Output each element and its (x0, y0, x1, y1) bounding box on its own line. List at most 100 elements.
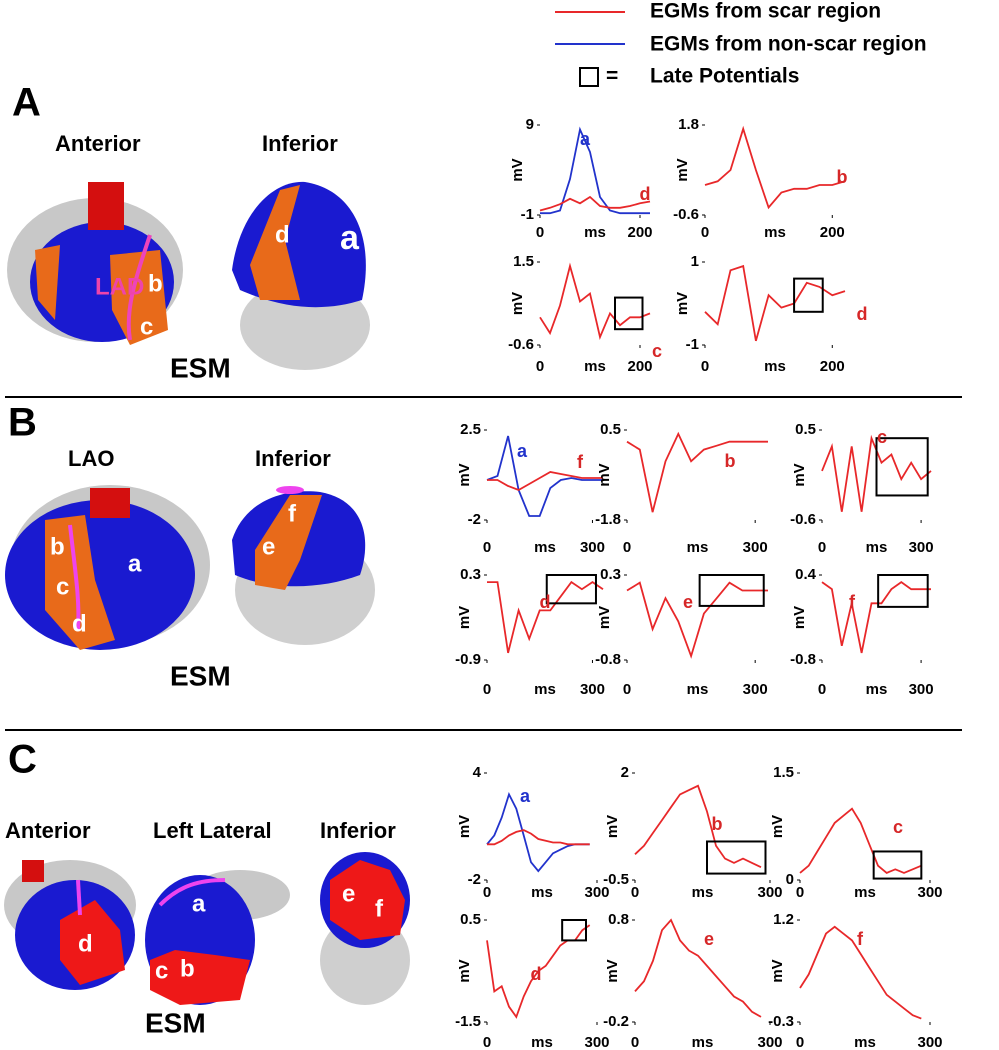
x-axis-label: ms (854, 1034, 876, 1050)
x-tick-label: 0 (536, 224, 544, 241)
y-tick-label: 0.5 (460, 911, 481, 928)
y-axis-label: mV (604, 815, 621, 838)
egm-trace (487, 580, 604, 654)
x-axis-label: ms (692, 884, 714, 901)
y-tick-label: -1 (521, 206, 534, 223)
trace-letter: d (640, 184, 651, 204)
x-tick-label: 0 (631, 884, 639, 901)
y-tick-label: -0.2 (603, 1013, 629, 1030)
map-label: f (375, 895, 384, 922)
y-tick-label: -1 (686, 336, 699, 353)
heart-map (5, 485, 375, 650)
y-tick-label: 0.8 (608, 911, 629, 928)
egm-trace (626, 581, 768, 659)
trace-letter: a (517, 441, 528, 461)
map-label: d (275, 221, 290, 248)
y-axis-label: mV (596, 463, 613, 486)
x-axis-label: ms (866, 539, 888, 556)
trace-letter: a (580, 129, 591, 149)
caption: ESM (170, 352, 231, 383)
y-axis-label: mV (596, 606, 613, 629)
map-label: d (78, 930, 93, 957)
view-label: Anterior (55, 131, 141, 156)
y-tick-label: -0.6 (673, 206, 699, 223)
egm-trace (704, 125, 846, 210)
y-tick-label: 0.5 (795, 421, 816, 438)
x-tick-label: 0 (818, 539, 826, 556)
x-axis-label: ms (534, 539, 556, 556)
x-tick-label: 300 (757, 1034, 782, 1050)
x-tick-label: 0 (623, 539, 631, 556)
x-tick-label: 300 (580, 539, 605, 556)
x-tick-label: 0 (483, 539, 491, 556)
x-axis-label: ms (764, 358, 786, 375)
x-tick-label: 200 (820, 224, 845, 241)
egm-trace (821, 580, 931, 654)
y-axis-label: mV (791, 463, 808, 486)
y-tick-label: 1.8 (678, 116, 699, 133)
y-tick-label: 2.5 (460, 421, 481, 438)
y-axis-label: mV (791, 606, 808, 629)
y-tick-label: -0.5 (603, 871, 629, 888)
view-label: Anterior (5, 818, 91, 843)
trace-letter: d (531, 964, 542, 984)
map-label: LAD (95, 273, 144, 300)
late-potential-box (872, 850, 923, 880)
x-tick-label: 300 (917, 1034, 942, 1050)
caption: ESM (145, 1007, 206, 1038)
x-axis-label: ms (854, 884, 876, 901)
y-tick-label: -0.8 (790, 651, 816, 668)
y-tick-label: -1.8 (595, 511, 621, 528)
late-potential-box (706, 840, 767, 875)
x-axis-label: ms (531, 884, 553, 901)
x-axis-label: ms (866, 681, 888, 698)
x-tick-label: 200 (820, 358, 845, 375)
y-axis-label: mV (604, 959, 621, 982)
trace-letter: c (893, 817, 903, 837)
map-label: b (50, 533, 65, 560)
map-label: f (288, 500, 297, 527)
map-label: d (72, 610, 87, 637)
y-tick-label: 0.4 (795, 566, 817, 583)
trace-letter: e (683, 592, 693, 612)
late-potential-box (614, 296, 644, 331)
egm-trace (539, 195, 651, 212)
x-axis-label: ms (534, 681, 556, 698)
egm-trace (487, 829, 590, 846)
view-label: LAO (68, 446, 114, 471)
x-tick-label: 0 (483, 1034, 491, 1050)
x-tick-label: 300 (909, 681, 934, 698)
y-tick-label: -0.8 (595, 651, 621, 668)
map-label: c (140, 313, 153, 340)
x-tick-label: 300 (917, 884, 942, 901)
map-label: c (155, 957, 168, 984)
trace-letter: d (857, 304, 868, 324)
map-label: e (342, 880, 355, 907)
y-tick-label: 1.2 (773, 911, 794, 928)
trace-letter: f (849, 592, 856, 612)
y-tick-label: 0.5 (600, 421, 621, 438)
x-tick-label: 200 (627, 358, 652, 375)
x-axis-label: ms (687, 681, 709, 698)
x-axis-label: ms (764, 224, 786, 241)
trace-letter: f (857, 929, 864, 949)
y-tick-label: 1.5 (513, 253, 534, 270)
map-label: a (340, 219, 360, 257)
x-tick-label: 300 (743, 539, 768, 556)
late-potential-box (875, 437, 929, 497)
x-tick-label: 0 (623, 681, 631, 698)
map-label: c (56, 573, 69, 600)
y-tick-label: 0 (786, 871, 794, 888)
x-tick-label: 0 (536, 358, 544, 375)
view-label: Left Lateral (153, 818, 272, 843)
caption: ESM (170, 660, 231, 691)
x-axis-label: ms (687, 539, 709, 556)
egm-trace (704, 264, 846, 342)
x-tick-label: 300 (757, 884, 782, 901)
y-axis-label: mV (456, 463, 473, 486)
y-tick-label: 1.5 (773, 764, 794, 781)
egm-trace (539, 262, 651, 341)
legend-text: Late Potentials (650, 65, 799, 88)
heart-map (7, 181, 370, 370)
